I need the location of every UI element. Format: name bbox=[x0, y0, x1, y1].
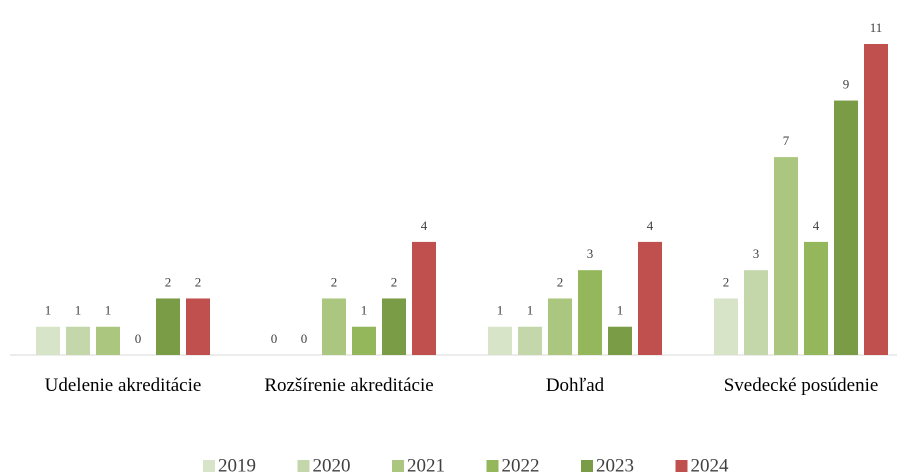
value-label: 2 bbox=[195, 274, 202, 289]
legend-swatch bbox=[581, 460, 593, 472]
bar bbox=[36, 326, 60, 355]
bar bbox=[156, 298, 180, 355]
value-label: 1 bbox=[527, 303, 534, 318]
bar bbox=[412, 241, 436, 355]
value-label: 4 bbox=[813, 218, 820, 233]
value-label: 9 bbox=[843, 77, 850, 92]
value-label: 1 bbox=[45, 303, 52, 318]
bar bbox=[352, 326, 376, 355]
bar bbox=[638, 241, 662, 355]
value-label: 7 bbox=[783, 133, 790, 148]
value-label: 11 bbox=[870, 20, 883, 35]
bar bbox=[518, 326, 542, 355]
category-label: Udelenie akreditácie bbox=[44, 375, 202, 396]
bar bbox=[66, 326, 90, 355]
bar bbox=[488, 326, 512, 355]
value-label: 0 bbox=[135, 331, 142, 346]
bar bbox=[608, 326, 632, 355]
legend-label: 2021 bbox=[407, 455, 445, 475]
bar bbox=[578, 270, 602, 355]
bar bbox=[864, 44, 888, 355]
legend-label: 2024 bbox=[691, 455, 730, 475]
value-label: 1 bbox=[105, 303, 112, 318]
value-label: 0 bbox=[301, 331, 308, 346]
bar bbox=[186, 298, 210, 355]
legend-label: 2022 bbox=[502, 455, 540, 475]
bar bbox=[548, 298, 572, 355]
bar bbox=[774, 157, 798, 355]
value-label: 0 bbox=[271, 331, 278, 346]
category-label: Rozšírenie akreditácie bbox=[264, 375, 434, 396]
bar bbox=[834, 100, 858, 355]
value-label: 2 bbox=[331, 274, 338, 289]
legend-label: 2023 bbox=[596, 455, 634, 475]
value-label: 1 bbox=[617, 303, 624, 318]
value-label: 2 bbox=[165, 274, 172, 289]
value-label: 1 bbox=[497, 303, 504, 318]
legend-swatch bbox=[486, 460, 499, 472]
value-label: 2 bbox=[557, 274, 564, 289]
legend-swatch bbox=[675, 460, 688, 472]
value-label: 4 bbox=[421, 218, 428, 233]
legend-label: 2019 bbox=[218, 455, 256, 475]
category-label: Dohľad bbox=[545, 375, 605, 396]
bar bbox=[714, 298, 738, 355]
bar bbox=[96, 326, 120, 355]
value-label: 3 bbox=[587, 246, 594, 261]
legend-label: 2020 bbox=[313, 455, 351, 475]
value-label: 1 bbox=[75, 303, 82, 318]
value-label: 1 bbox=[361, 303, 368, 318]
value-label: 3 bbox=[753, 246, 760, 261]
bar bbox=[744, 270, 768, 355]
value-label: 2 bbox=[391, 274, 398, 289]
legend-swatch bbox=[297, 460, 310, 472]
value-label: 2 bbox=[723, 274, 730, 289]
bar bbox=[322, 298, 346, 355]
legend-swatch bbox=[203, 460, 215, 472]
legend-swatch bbox=[392, 460, 404, 472]
bar bbox=[382, 298, 406, 355]
category-label: Svedecké posúdenie bbox=[723, 375, 879, 396]
value-label: 4 bbox=[647, 218, 654, 233]
bar bbox=[804, 241, 828, 355]
